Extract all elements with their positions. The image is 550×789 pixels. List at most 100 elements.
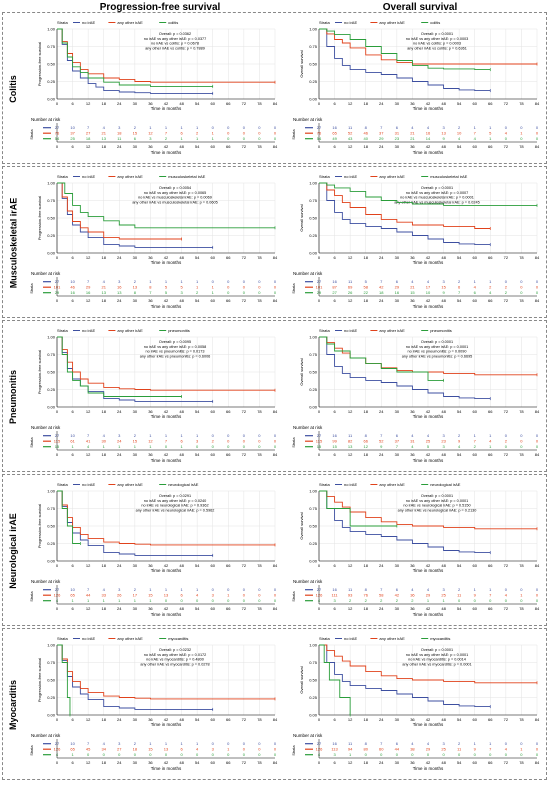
x-tick-label: 54 <box>195 409 200 414</box>
risk-time-tick: 36 <box>148 606 153 611</box>
risk-count: 65 <box>70 747 75 752</box>
risk-count: 9 <box>458 439 461 444</box>
y-axis-label: Overall survival <box>299 666 304 693</box>
p-value-text: no irAE vs any other irAE: p = 0.0001 <box>406 653 469 657</box>
survival-curve <box>319 644 537 684</box>
risk-count: 115 <box>316 439 323 444</box>
y-tick-label: 0.50 <box>309 524 318 529</box>
x-tick-label: 72 <box>504 563 509 568</box>
risk-time-tick: 36 <box>410 760 415 765</box>
risk-time-tick: 6 <box>71 144 74 149</box>
number-at-risk-title: Number at risk <box>31 271 61 276</box>
risk-time-tick: 48 <box>441 452 446 457</box>
p-value-text: no irAE vs any other irAE: p = 0.0172 <box>144 653 207 657</box>
risk-count: 4 <box>489 439 492 444</box>
risk-count: 0 <box>227 587 230 592</box>
risk-time-tick: 12 <box>348 606 353 611</box>
y-tick-label: 0.50 <box>47 216 56 221</box>
legend-label: no irAE <box>82 328 95 333</box>
risk-count: 2 <box>396 598 399 603</box>
number-at-risk-title: Number at risk <box>293 117 323 122</box>
risk-count: 10 <box>70 433 75 438</box>
risk-count: 1 <box>489 279 492 284</box>
risk-count: 2 <box>380 598 383 603</box>
risk-count: 11 <box>348 125 353 130</box>
risk-count: 0 <box>520 444 523 449</box>
risk-count: 7 <box>87 279 90 284</box>
x-axis-label: Time in months <box>151 722 182 727</box>
risk-count: 30 <box>101 439 106 444</box>
risk-count: 18 <box>117 131 122 136</box>
risk-count: 0 <box>442 752 445 757</box>
y-tick-label: 1.00 <box>47 181 56 186</box>
risk-count: 7 <box>458 290 461 295</box>
risk-count: 82 <box>348 439 353 444</box>
x-tick-label: 6 <box>333 717 336 722</box>
p-value-text: no irAE vs colitis: p = 0.0678 <box>151 42 199 46</box>
risk-count: 0 <box>520 279 523 284</box>
risk-count: 0 <box>258 598 261 603</box>
risk-count: 0 <box>505 125 508 130</box>
risk-time-tick: 0 <box>318 760 321 765</box>
x-axis-label: Time in months <box>151 568 182 573</box>
risk-count: 0 <box>520 598 523 603</box>
risk-count: 27 <box>55 587 60 592</box>
x-tick-label: 72 <box>504 255 509 260</box>
legend-label: myocarditis <box>168 636 188 641</box>
risk-count: 0 <box>274 439 277 444</box>
x-tick-label: 24 <box>379 255 384 260</box>
risk-time-tick: 66 <box>488 298 493 303</box>
legend-label: pneumonitis <box>168 328 190 333</box>
x-tick-label: 78 <box>257 255 262 260</box>
risk-count: 99 <box>332 439 337 444</box>
risk-count: 4 <box>411 587 414 592</box>
risk-time-tick: 12 <box>86 452 91 457</box>
y-tick-label: 0.00 <box>309 559 318 564</box>
risk-count: 29 <box>426 747 431 752</box>
y-tick-label: 0.75 <box>47 198 56 203</box>
risk-count: 0 <box>536 285 539 290</box>
x-tick-label: 60 <box>210 255 215 260</box>
legend-label: any other irAE <box>117 174 143 179</box>
risk-count: 0 <box>165 598 168 603</box>
risk-count: 22 <box>363 290 368 295</box>
legend-title: Strata <box>319 328 330 333</box>
risk-time-tick: 18 <box>101 760 106 765</box>
y-tick-label: 0.75 <box>309 44 318 49</box>
risk-count: 3 <box>118 587 121 592</box>
y-axis-label: Overall survival <box>299 512 304 539</box>
risk-time-tick: 6 <box>71 606 74 611</box>
p-value-text: no irAE vs neurological irAE: p = 0.5150 <box>403 504 470 508</box>
risk-time-tick: 78 <box>519 144 524 149</box>
risk-count: 1 <box>227 593 230 598</box>
risk-count: 4 <box>505 131 508 136</box>
risk-count: 15 <box>133 439 138 444</box>
risk-time-tick: 78 <box>519 298 524 303</box>
risk-time-tick: 0 <box>318 606 321 611</box>
risk-count: 0 <box>180 598 183 603</box>
risk-x-label: Time in months <box>151 150 182 155</box>
risk-count: 2 <box>365 598 368 603</box>
risk-time-tick: 12 <box>86 606 91 611</box>
risk-time-tick: 30 <box>395 144 400 149</box>
x-tick-label: 54 <box>195 101 200 106</box>
risk-count: 0 <box>258 131 261 136</box>
risk-time-tick: 72 <box>504 452 509 457</box>
x-tick-label: 54 <box>457 101 462 106</box>
legend-label: any other irAE <box>117 328 143 333</box>
risk-count: 7 <box>396 444 399 449</box>
risk-count: 0 <box>227 444 230 449</box>
risk-count: 58 <box>363 285 368 290</box>
survival-curve <box>319 644 351 715</box>
risk-time-tick: 24 <box>117 760 122 765</box>
p-value-text: any other irAE vs neurological irAE: p =… <box>136 508 215 512</box>
y-tick-label: 0.25 <box>309 79 318 84</box>
row-label-text: Myocarditis <box>8 679 19 731</box>
risk-count: 66 <box>363 439 368 444</box>
row-label-text: Colitis <box>8 75 19 103</box>
risk-time-tick: 54 <box>195 606 200 611</box>
risk-count: 25 <box>70 136 75 141</box>
y-tick-label: 1.00 <box>47 335 56 340</box>
risk-count: 3 <box>149 136 152 141</box>
risk-count: 8 <box>365 741 368 746</box>
